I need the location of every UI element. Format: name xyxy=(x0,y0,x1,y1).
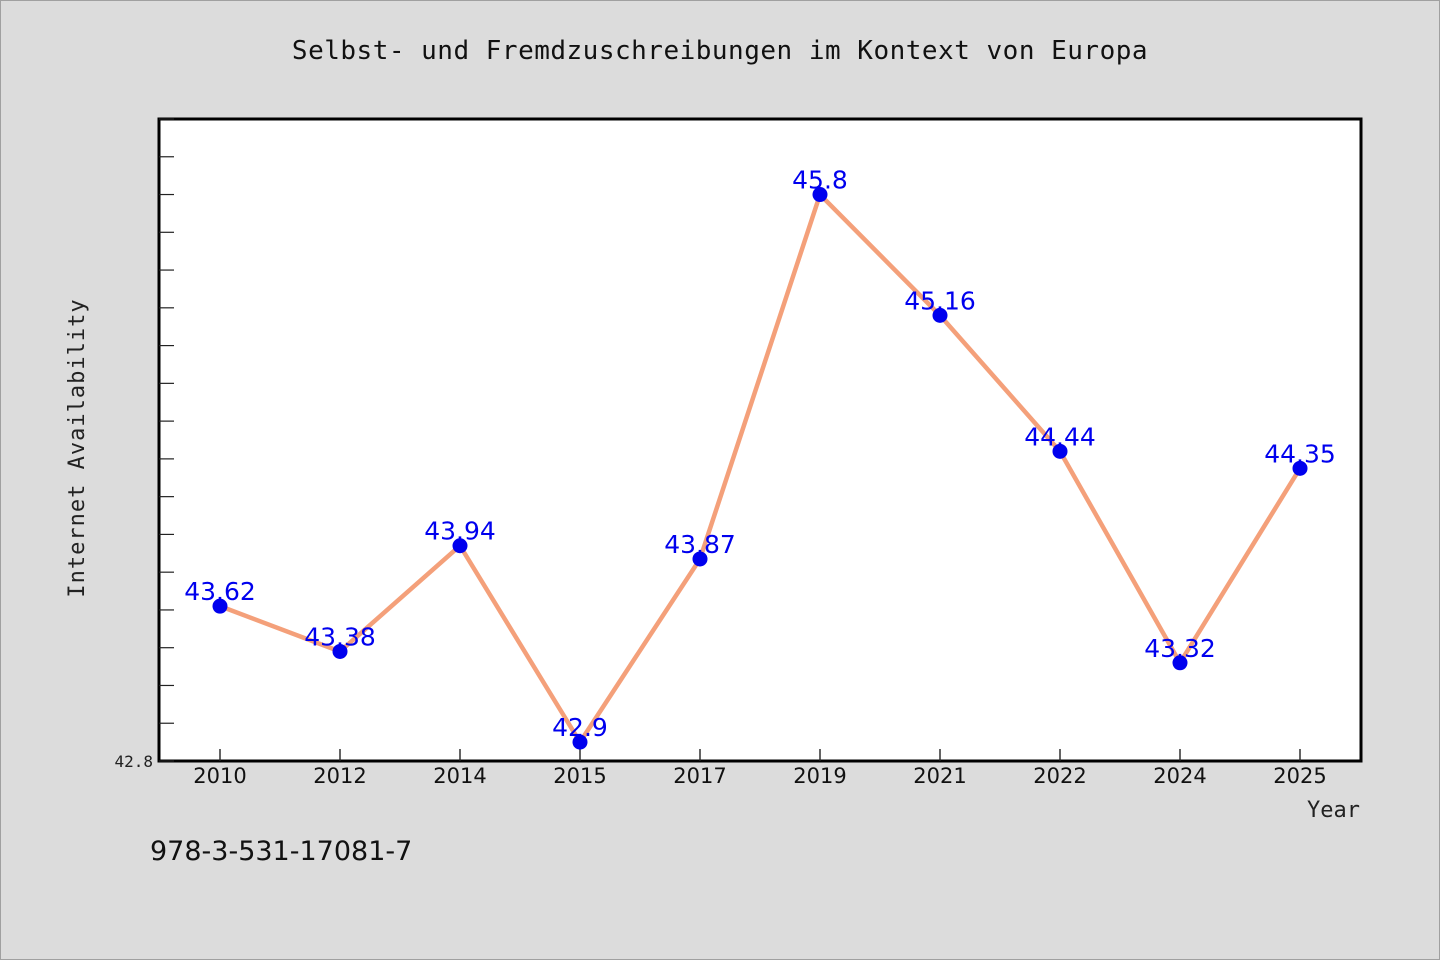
x-axis-label: Year xyxy=(1307,798,1360,823)
data-label: 44.44 xyxy=(1024,422,1096,451)
isbn-footer: 978-3-531-17081-7 xyxy=(150,836,413,867)
x-tick-label: 2022 xyxy=(1033,764,1086,788)
x-tick-label: 2017 xyxy=(673,764,726,788)
data-label: 43.94 xyxy=(424,517,496,546)
x-axis-ticks xyxy=(219,749,1301,761)
data-point xyxy=(932,307,948,323)
x-tick-label: 2021 xyxy=(913,764,966,788)
data-point xyxy=(1172,655,1188,671)
x-tick-label: 2010 xyxy=(193,764,246,788)
x-tick-label: 2025 xyxy=(1273,764,1326,788)
data-label: 43.87 xyxy=(664,530,736,559)
series-line xyxy=(217,192,1303,745)
data-label: 45.8 xyxy=(792,166,848,195)
data-point xyxy=(692,551,708,567)
data-point xyxy=(1292,460,1308,476)
data-label: 43.62 xyxy=(184,577,256,606)
y-tick-label: 42.8 xyxy=(114,752,153,771)
chart-title: Selbst- und Fremdzuschreibungen im Konte… xyxy=(291,36,1149,66)
data-label: 43.32 xyxy=(1144,634,1216,663)
data-point xyxy=(332,643,348,659)
data-label: 44.35 xyxy=(1264,439,1336,468)
data-point xyxy=(212,598,228,614)
x-tick-label: 2019 xyxy=(793,764,846,788)
x-tick-label: 2015 xyxy=(553,764,606,788)
x-tick-label: 2012 xyxy=(313,764,366,788)
data-label: 43.38 xyxy=(304,622,376,651)
series-internet-availability: 43.62 43.38 43.94 42.9 43.87 45.8 45.16 44.44 43… xyxy=(184,166,1336,750)
x-axis-tick-labels: 2010 2012 2014 2015 2017 2019 2021 2022 2024 2025 xyxy=(193,764,1326,788)
data-point xyxy=(1052,443,1068,459)
data-point xyxy=(812,187,828,203)
data-point xyxy=(452,538,468,554)
x-tick-label: 2014 xyxy=(433,764,486,788)
y-axis-label: Internet Availability xyxy=(65,298,90,597)
data-point xyxy=(572,734,588,750)
y-axis-ticks xyxy=(159,118,174,762)
data-label: 45.16 xyxy=(904,286,976,315)
plot-area xyxy=(157,117,1363,763)
data-label: 42.9 xyxy=(552,713,608,742)
x-tick-label: 2024 xyxy=(1153,764,1206,788)
